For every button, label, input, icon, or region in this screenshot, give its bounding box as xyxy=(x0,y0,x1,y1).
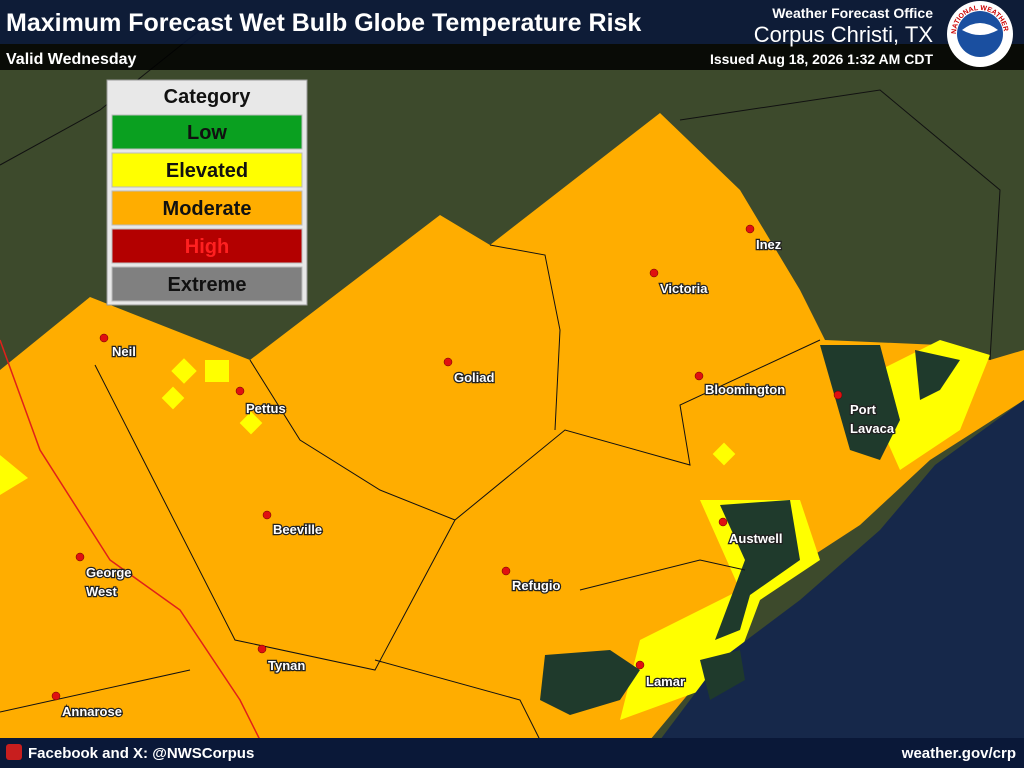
bays xyxy=(540,345,960,715)
legend: Category Low Elevated Moderate High Extreme xyxy=(106,79,308,306)
gulf xyxy=(660,400,1024,740)
valid-time: Valid Wednesday xyxy=(6,51,137,68)
header-bar xyxy=(0,0,1024,44)
issued-time: Issued Aug 18, 2026 1:32 AM CDT xyxy=(710,51,933,67)
city-label: Lamar xyxy=(646,674,685,689)
legend-label: High xyxy=(185,236,229,258)
city-dot xyxy=(235,386,245,396)
city-dot xyxy=(635,660,645,670)
city-dot xyxy=(75,552,85,562)
city-dot xyxy=(99,333,109,343)
legend-label: Low xyxy=(187,122,227,144)
office-name: Corpus Christi, TX xyxy=(754,22,934,47)
city-label: George xyxy=(86,565,132,580)
legend-label: Moderate xyxy=(163,198,252,220)
city-label: Port xyxy=(850,402,877,417)
city-dot xyxy=(649,268,659,278)
footer-social[interactable]: Facebook and X: @NWSCorpus xyxy=(28,745,254,762)
city-dot xyxy=(257,644,267,654)
county-lines xyxy=(0,29,1001,741)
legend-swatch xyxy=(111,114,303,150)
footer-url[interactable]: weather.gov/crp xyxy=(901,745,1016,762)
city-label: Goliad xyxy=(454,370,495,385)
legend-label: Elevated xyxy=(166,160,248,182)
city-dot xyxy=(694,371,704,381)
legend-swatch xyxy=(111,152,303,188)
city-label: Pettus xyxy=(246,401,286,416)
city-label: Refugio xyxy=(512,578,560,593)
footer-bar xyxy=(0,738,1024,768)
legend-label: Extreme xyxy=(168,274,247,296)
cities: Neil Pettus Goliad Victoria Inez Bloomington P… xyxy=(51,224,896,720)
city-dot xyxy=(745,224,755,234)
city-dot xyxy=(833,390,843,400)
city-label: Neil xyxy=(112,344,136,359)
office-line: Weather Forecast Office xyxy=(772,5,933,21)
city-label: Annarose xyxy=(62,704,122,719)
legend-swatch xyxy=(111,266,303,302)
city-label: Bloomington xyxy=(705,382,785,397)
city-dot xyxy=(718,517,728,527)
city-label: West xyxy=(86,584,117,599)
city-dot xyxy=(262,510,272,520)
river xyxy=(0,339,261,741)
city-dot xyxy=(501,566,511,576)
city-label: Lavaca xyxy=(850,421,895,436)
city-dot xyxy=(51,691,61,701)
city-label: Austwell xyxy=(729,531,782,546)
social-icon xyxy=(6,744,22,760)
city-label: Inez xyxy=(756,237,782,252)
title: Maximum Forecast Wet Bulb Globe Temperat… xyxy=(6,9,641,37)
legend-swatch xyxy=(111,190,303,226)
legend-title: Category xyxy=(164,86,252,108)
legend-swatch xyxy=(111,228,303,264)
city-label: Tynan xyxy=(268,658,305,673)
city-label: Victoria xyxy=(660,281,708,296)
subheader-bar xyxy=(0,44,1024,70)
city-label: Beeville xyxy=(273,522,322,537)
city-dot xyxy=(443,357,453,367)
